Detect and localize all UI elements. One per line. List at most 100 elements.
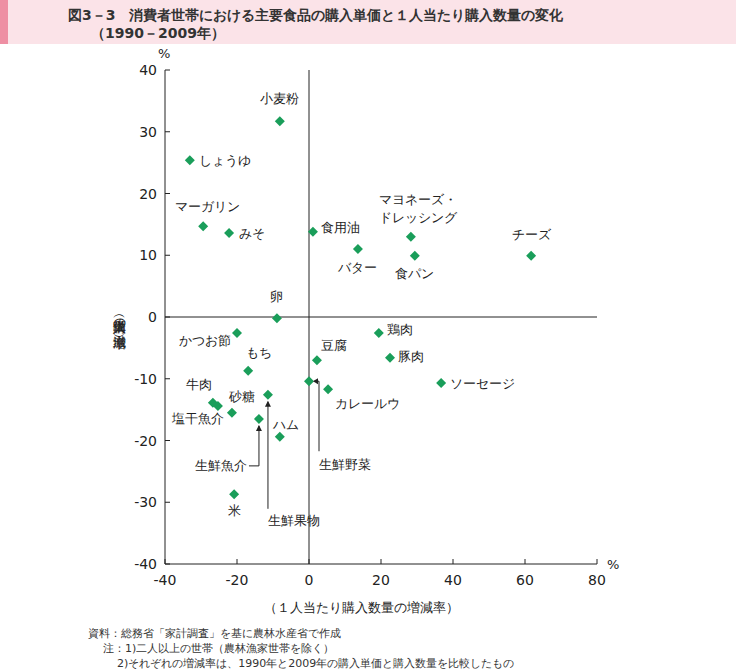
y-tick <box>165 564 170 565</box>
y-tick <box>165 70 170 71</box>
point <box>224 228 234 238</box>
y-tick <box>165 502 170 503</box>
point <box>374 328 384 338</box>
title-band <box>0 0 736 44</box>
point-label: かつお節 <box>179 333 231 348</box>
x-tick <box>525 559 526 564</box>
point-label: 食パン <box>395 266 434 281</box>
point <box>254 414 264 424</box>
y-tick <box>165 193 170 194</box>
point <box>185 155 195 165</box>
x-tick-label: -20 <box>226 572 249 588</box>
y-tick <box>165 255 170 256</box>
x-tick <box>453 559 454 564</box>
point-label: 生鮮野菜 <box>319 457 371 472</box>
point-label: 米 <box>228 503 241 518</box>
y-tick-label: 40 <box>139 62 157 78</box>
point-label: 生鮮魚介 <box>195 458 247 473</box>
x-tick-label: 20 <box>372 572 390 588</box>
x-tick <box>165 559 166 564</box>
point <box>526 251 536 261</box>
chart: 図3－3 消費者世帯における主要食品の購入単価と１人当たり購入数量の変化 （199… <box>0 0 736 671</box>
point-label: 生鮮果物 <box>268 513 320 528</box>
point <box>304 376 314 386</box>
labels: 小麦粉しょうゆマーガリンみそ 食用油バター マヨネーズ・ドレッシング食パン チーズ卵か… <box>171 91 552 528</box>
point-label: マーガリン <box>175 199 240 214</box>
y-tick <box>165 378 170 379</box>
point <box>323 384 333 394</box>
y-tick-label: 0 <box>148 309 157 325</box>
x-tick <box>597 559 598 564</box>
x-tick <box>237 559 238 564</box>
point-label: 砂糖 <box>228 389 255 404</box>
point-label: 豚肉 <box>398 349 424 364</box>
x-tick <box>309 559 310 564</box>
point-label: ハム <box>272 417 299 432</box>
point <box>275 116 285 126</box>
zero-line-y <box>165 317 597 318</box>
x-axis-label: （１人当たり購入数量の増減率） <box>264 600 459 615</box>
point <box>232 328 242 338</box>
y-tick-label: -10 <box>134 371 157 387</box>
x-tick-label: 80 <box>588 572 606 588</box>
point <box>229 489 239 499</box>
point <box>410 251 420 261</box>
y-tick-label: -40 <box>134 556 157 572</box>
point-label: 食用油 <box>321 220 360 235</box>
y-unit: % <box>158 46 170 61</box>
y-tick <box>165 131 170 132</box>
x-tick-label: 0 <box>305 572 314 588</box>
x-tick-label: 40 <box>444 572 462 588</box>
point <box>312 355 322 365</box>
point-label: 小麦粉 <box>260 91 299 106</box>
point-label: 塩干魚介 <box>171 411 224 426</box>
point-label: マヨネーズ・ドレッシング <box>379 192 458 225</box>
y-tick-label: 10 <box>139 247 157 263</box>
note: 注：1)二人以上の世帯（農林漁家世帯を除く） <box>103 642 334 655</box>
leader-line <box>314 381 319 451</box>
leader-line <box>267 402 268 509</box>
point <box>385 353 395 363</box>
points <box>185 116 536 499</box>
point <box>353 244 363 254</box>
y-tick <box>165 317 170 318</box>
point <box>275 432 285 442</box>
point-label: カレールウ <box>335 396 400 411</box>
point <box>406 232 416 242</box>
y-axis-label: （購入単価の増減率） <box>113 310 128 350</box>
x-tick <box>381 559 382 564</box>
point-label: もち <box>246 345 272 360</box>
point <box>263 390 273 400</box>
point-label: 卵 <box>270 289 283 304</box>
point-label: 鶏肉 <box>387 322 413 337</box>
point <box>272 313 282 323</box>
point <box>213 401 223 411</box>
note: 2)それぞれの増減率は、1990年と2009年の購入単価と購入数量を比較したもの <box>117 657 514 670</box>
point-label: しょうゆ <box>199 153 251 168</box>
title-stripe <box>0 0 8 44</box>
point <box>308 227 318 237</box>
point-label: みそ <box>239 226 265 241</box>
point <box>243 366 253 376</box>
y-tick <box>165 440 170 441</box>
subtitle: （1990－2009年） <box>91 25 225 41</box>
x-tick-label: 60 <box>516 572 534 588</box>
title: 図3－3 消費者世帯における主要食品の購入単価と１人当たり購入数量の変化 <box>68 7 564 23</box>
y-tick-label: 30 <box>139 124 157 140</box>
x-unit: % <box>607 557 619 572</box>
point-label: バター <box>337 260 377 275</box>
point-label: チーズ <box>512 227 552 242</box>
point-label: 牛肉 <box>186 377 212 392</box>
y-tick-label: -20 <box>134 433 157 449</box>
x-tick-label: -40 <box>154 572 177 588</box>
point <box>198 221 208 231</box>
leader-line <box>249 426 259 466</box>
note: 資料：総務省「家計調査」を基に農林水産省で作成 <box>88 627 341 640</box>
point <box>436 378 446 388</box>
point-label: ソーセージ <box>450 376 515 391</box>
point-label: 豆腐 <box>321 338 347 353</box>
point <box>227 408 237 418</box>
label-line: マヨネーズ・ <box>379 192 457 207</box>
y-tick-label: 20 <box>139 186 157 202</box>
y-tick-label: -30 <box>134 494 157 510</box>
